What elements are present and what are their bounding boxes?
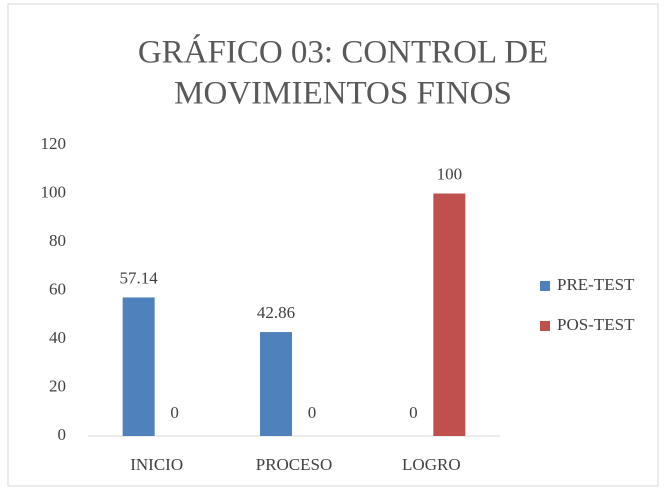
- data-label: 57.14: [120, 268, 159, 287]
- data-label: 0: [170, 403, 179, 422]
- data-label: 42.86: [257, 303, 295, 322]
- x-tick-label: PROCESO: [256, 455, 333, 474]
- chart-title: GRÁFICO 03: CONTROL DE: [138, 34, 548, 71]
- y-tick-label: 20: [49, 376, 66, 395]
- y-tick-label: 120: [41, 134, 67, 153]
- y-tick-label: 0: [58, 425, 67, 444]
- y-tick-label: 40: [49, 328, 66, 347]
- bar: [433, 193, 466, 436]
- y-tick-label: 100: [41, 182, 67, 201]
- y-tick-label: 80: [49, 231, 66, 250]
- legend-swatch: [540, 281, 550, 291]
- chart-frame: [7, 3, 659, 487]
- x-tick-label: LOGRO: [402, 455, 461, 474]
- data-label: 0: [409, 403, 418, 422]
- y-tick-label: 60: [49, 279, 66, 298]
- data-label: 0: [308, 403, 317, 422]
- legend-label: POS-TEST: [557, 315, 635, 334]
- chart-title: MOVIMIENTOS FINOS: [174, 76, 512, 112]
- bar: [122, 297, 155, 436]
- x-tick-label: INICIO: [130, 455, 183, 474]
- legend-swatch: [540, 321, 550, 331]
- legend-label: PRE-TEST: [557, 275, 635, 294]
- data-label: 100: [437, 164, 463, 183]
- bar: [260, 332, 292, 436]
